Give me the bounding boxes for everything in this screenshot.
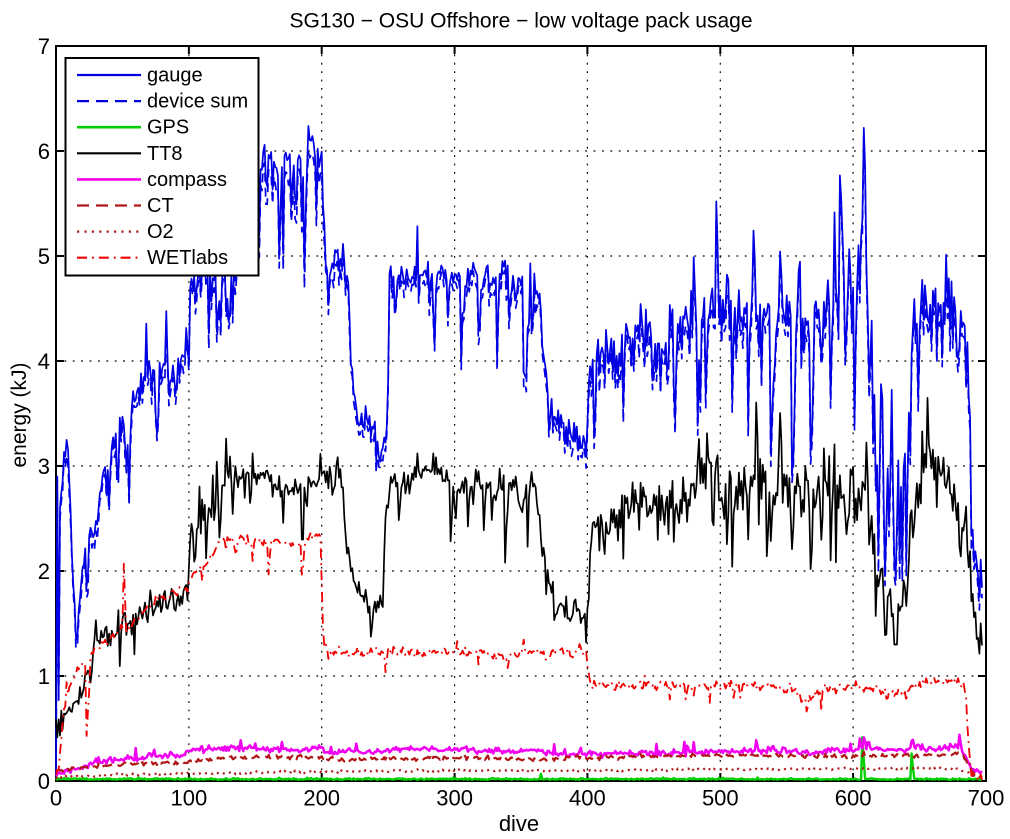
svg-text:0: 0 bbox=[50, 786, 62, 811]
svg-text:energy (kJ): energy (kJ) bbox=[8, 362, 31, 467]
svg-text:6: 6 bbox=[38, 139, 50, 164]
svg-text:compass: compass bbox=[147, 169, 227, 191]
svg-text:CT: CT bbox=[147, 195, 174, 217]
svg-text:O2: O2 bbox=[147, 221, 174, 243]
svg-text:2: 2 bbox=[38, 559, 50, 584]
svg-text:dive: dive bbox=[499, 811, 539, 836]
svg-text:300: 300 bbox=[436, 786, 473, 811]
svg-text:1: 1 bbox=[38, 664, 50, 689]
svg-text:WETlabs: WETlabs bbox=[147, 247, 228, 269]
svg-text:200: 200 bbox=[303, 786, 340, 811]
svg-text:0: 0 bbox=[38, 769, 50, 794]
svg-text:500: 500 bbox=[702, 786, 739, 811]
svg-text:TT8: TT8 bbox=[147, 143, 183, 165]
svg-text:device sum: device sum bbox=[147, 91, 248, 113]
svg-text:5: 5 bbox=[38, 244, 50, 269]
svg-text:3: 3 bbox=[38, 454, 50, 479]
svg-text:400: 400 bbox=[569, 786, 606, 811]
svg-text:gauge: gauge bbox=[147, 65, 203, 87]
svg-text:700: 700 bbox=[968, 786, 1005, 811]
svg-text:SG130 − OSU Offshore − low vol: SG130 − OSU Offshore − low voltage pack … bbox=[289, 10, 752, 33]
svg-text:GPS: GPS bbox=[147, 117, 189, 139]
svg-text:600: 600 bbox=[835, 786, 872, 811]
svg-text:7: 7 bbox=[38, 34, 50, 59]
svg-text:100: 100 bbox=[171, 786, 208, 811]
svg-text:4: 4 bbox=[38, 349, 50, 374]
